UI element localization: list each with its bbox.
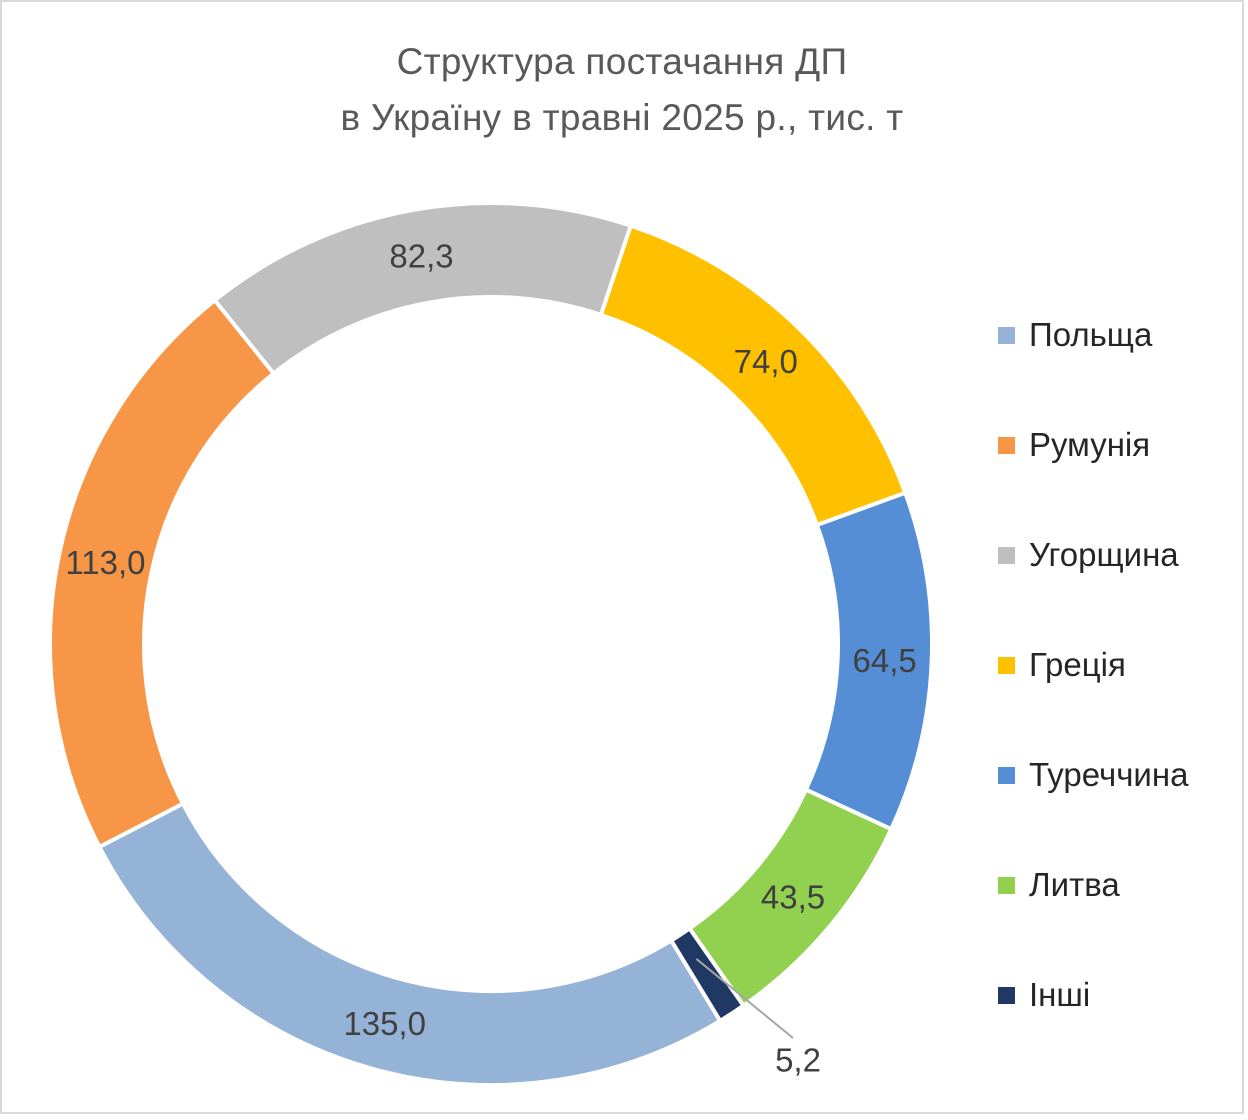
slice-Польща (96, 800, 723, 1088)
legend-label: Польща (1029, 316, 1153, 353)
legend-item-others: Інші (998, 940, 1188, 1050)
legend-item-lithuania: Литва (998, 830, 1188, 940)
data-label: 82,3 (389, 238, 453, 275)
chart-title-line-1: Структура постачання ДП (396, 41, 848, 82)
legend-swatch (998, 656, 1015, 674)
data-label: 135,0 (343, 1005, 426, 1042)
legend-label: Румунія (1029, 426, 1151, 463)
data-label: 5,2 (775, 1042, 821, 1079)
legend-swatch (998, 766, 1015, 784)
legend-item-greece: Греція (998, 610, 1188, 720)
legend-item-romania: Румунія (998, 390, 1188, 500)
chart-title: Структура постачання ДП в Україну в трав… (0, 34, 1244, 146)
slice-Інші (668, 925, 747, 1024)
legend-swatch (998, 326, 1015, 344)
leader-line (695, 958, 794, 1039)
legend-label: Туреччина (1029, 756, 1189, 793)
data-label: 113,0 (65, 544, 145, 581)
legend-swatch (998, 546, 1015, 564)
data-label: 74,0 (734, 343, 798, 380)
chart-legend: Польща Румунія Угорщина Греція Туреччина… (998, 280, 1188, 1050)
legend-swatch (998, 986, 1015, 1004)
legend-swatch (998, 436, 1015, 454)
chart-title-line-2: в Україну в травні 2025 р., тис. т (340, 97, 904, 138)
legend-item-poland: Польща (998, 280, 1188, 390)
legend-label: Греція (1029, 646, 1126, 683)
slice-Угорщина (211, 201, 634, 377)
legend-item-hungary: Угорщина (998, 500, 1188, 610)
legend-label: Литва (1029, 866, 1120, 903)
legend-item-turkey: Туреччина (998, 720, 1188, 830)
legend-swatch (998, 876, 1015, 894)
data-label: 43,5 (761, 879, 825, 916)
data-label: 64,5 (853, 642, 917, 679)
legend-label: Інші (1029, 976, 1091, 1013)
legend-label: Угорщина (1029, 536, 1179, 573)
